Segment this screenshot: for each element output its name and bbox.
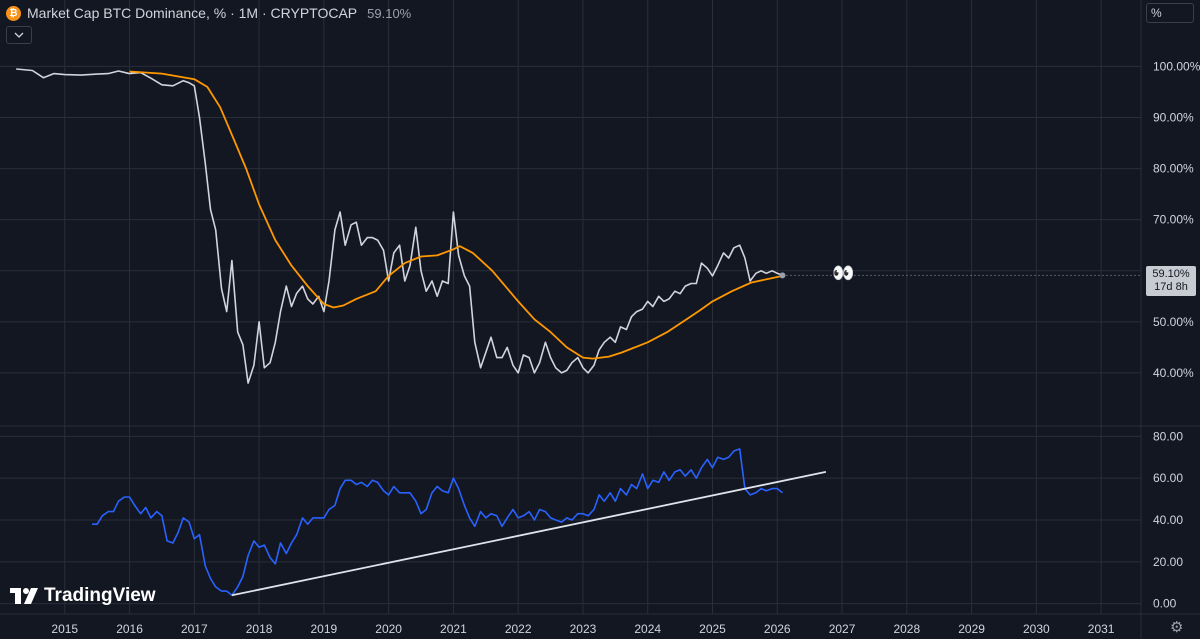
chevron-down-icon <box>14 32 24 38</box>
oscillator-tick-label: 0.00 <box>1153 597 1177 611</box>
time-tick-label: 2025 <box>699 622 726 636</box>
price-tick-label: 50.00% <box>1153 315 1194 329</box>
price-tick-label: 40.00% <box>1153 366 1194 380</box>
time-axis[interactable]: 2015 2016 2017 2018 2019 2020 2021 2022 2023 2024… <box>51 622 1114 636</box>
price-axis[interactable]: 100.00%90.00%80.00%70.00%60.00%50.00%40.… <box>1153 59 1200 379</box>
time-tick-label: 2026 <box>764 622 791 636</box>
price-tick-label: 100.00% <box>1153 59 1200 73</box>
main-series-group <box>16 68 1141 384</box>
price-tick-label: 80.00% <box>1153 162 1194 176</box>
eyes-emoji-annotation: 👀 <box>832 263 855 283</box>
price-tick-label: 90.00% <box>1153 111 1194 125</box>
oscillator-line <box>92 448 784 597</box>
tradingview-logo[interactable]: TradingView <box>10 585 156 607</box>
oscillator-tick-label: 80.00 <box>1153 429 1183 443</box>
collapse-legend-button[interactable] <box>6 26 32 44</box>
oscillator-tick-label: 60.00 <box>1153 471 1183 485</box>
time-tick-label: 2024 <box>634 622 661 636</box>
time-tick-label: 2029 <box>958 622 985 636</box>
time-tick-label: 2030 <box>1023 622 1050 636</box>
bitcoin-icon: ₿ <box>6 5 21 21</box>
time-tick-label: 2018 <box>246 622 273 636</box>
price-tick-label: 70.00% <box>1153 213 1194 227</box>
oscillator-tick-label: 20.00 <box>1153 555 1183 569</box>
time-tick-label: 2021 <box>440 622 467 636</box>
time-tick-label: 2016 <box>116 622 143 636</box>
time-tick-label: 2015 <box>51 622 78 636</box>
chart-header: ₿ Market Cap BTC Dominance, % · 1M · CRY… <box>6 3 411 23</box>
time-tick-label: 2028 <box>893 622 920 636</box>
last-value: 59.10% <box>367 5 412 21</box>
grid-lines <box>0 0 1141 614</box>
btc-dominance-line <box>16 68 783 384</box>
time-tick-label: 2023 <box>570 622 597 636</box>
last-price-tag: 59.10% 17d 8h <box>1146 266 1196 296</box>
time-tick-label: 2022 <box>505 622 532 636</box>
bar-countdown: 17d 8h <box>1154 281 1188 293</box>
time-tick-label: 2017 <box>181 622 208 636</box>
oscillator-tick-label: 40.00 <box>1153 513 1183 527</box>
gear-icon[interactable]: ⚙ <box>1170 619 1184 636</box>
moving-average-line <box>129 70 783 360</box>
last-price-value: 59.10% <box>1152 268 1190 280</box>
oscillator-series-group <box>92 448 827 597</box>
time-tick-label: 2019 <box>311 622 338 636</box>
oscillator-trendline <box>231 471 827 597</box>
tradingview-wordmark: TradingView <box>44 585 156 606</box>
symbol-title[interactable]: Market Cap BTC Dominance, % · 1M · CRYPT… <box>27 5 358 21</box>
oscillator-axis[interactable]: 80.00 60.00 40.00 20.00 0.00 <box>1153 429 1183 610</box>
tradingview-logo-icon <box>10 588 38 604</box>
time-tick-label: 2020 <box>375 622 402 636</box>
scale-unit-button[interactable]: % <box>1146 3 1194 23</box>
time-tick-label: 2027 <box>829 622 856 636</box>
time-tick-label: 2031 <box>1088 622 1115 636</box>
